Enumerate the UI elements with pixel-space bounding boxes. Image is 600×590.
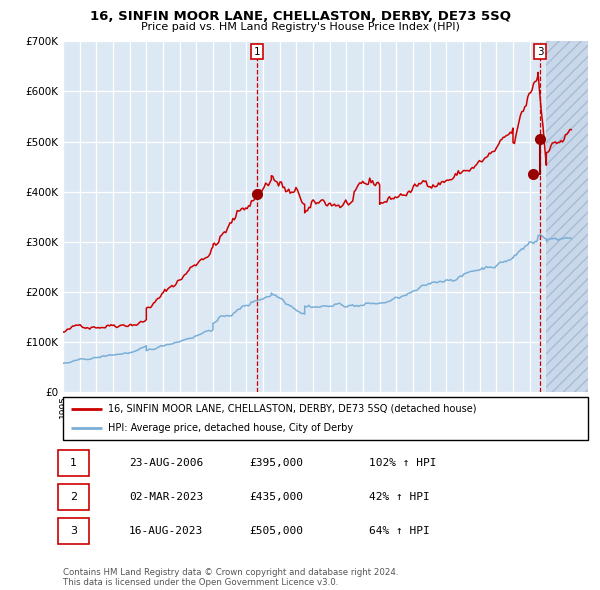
Bar	[547, 41, 588, 392]
Text: 02-MAR-2023: 02-MAR-2023	[129, 492, 203, 502]
FancyBboxPatch shape	[58, 450, 89, 476]
Text: HPI: Average price, detached house, City of Derby: HPI: Average price, detached house, City…	[107, 423, 353, 433]
Text: 3: 3	[70, 526, 77, 536]
Text: 42% ↑ HPI: 42% ↑ HPI	[369, 492, 430, 502]
Bar	[547, 41, 588, 392]
Text: 16, SINFIN MOOR LANE, CHELLASTON, DERBY, DE73 5SQ: 16, SINFIN MOOR LANE, CHELLASTON, DERBY,…	[89, 10, 511, 23]
Text: £435,000: £435,000	[249, 492, 303, 502]
Text: Price paid vs. HM Land Registry's House Price Index (HPI): Price paid vs. HM Land Registry's House …	[140, 22, 460, 32]
FancyBboxPatch shape	[63, 397, 588, 440]
Text: 16, SINFIN MOOR LANE, CHELLASTON, DERBY, DE73 5SQ (detached house): 16, SINFIN MOOR LANE, CHELLASTON, DERBY,…	[107, 404, 476, 414]
FancyBboxPatch shape	[58, 518, 89, 544]
Text: 3: 3	[536, 47, 544, 57]
Text: 16-AUG-2023: 16-AUG-2023	[129, 526, 203, 536]
Text: 1: 1	[70, 458, 77, 467]
Text: 23-AUG-2006: 23-AUG-2006	[129, 458, 203, 467]
Text: Contains HM Land Registry data © Crown copyright and database right 2024.
This d: Contains HM Land Registry data © Crown c…	[63, 568, 398, 587]
Text: 64% ↑ HPI: 64% ↑ HPI	[369, 526, 430, 536]
Text: 102% ↑ HPI: 102% ↑ HPI	[369, 458, 437, 467]
FancyBboxPatch shape	[58, 484, 89, 510]
Text: £395,000: £395,000	[249, 458, 303, 467]
Text: 2: 2	[70, 492, 77, 502]
Text: 1: 1	[254, 47, 260, 57]
Text: £505,000: £505,000	[249, 526, 303, 536]
